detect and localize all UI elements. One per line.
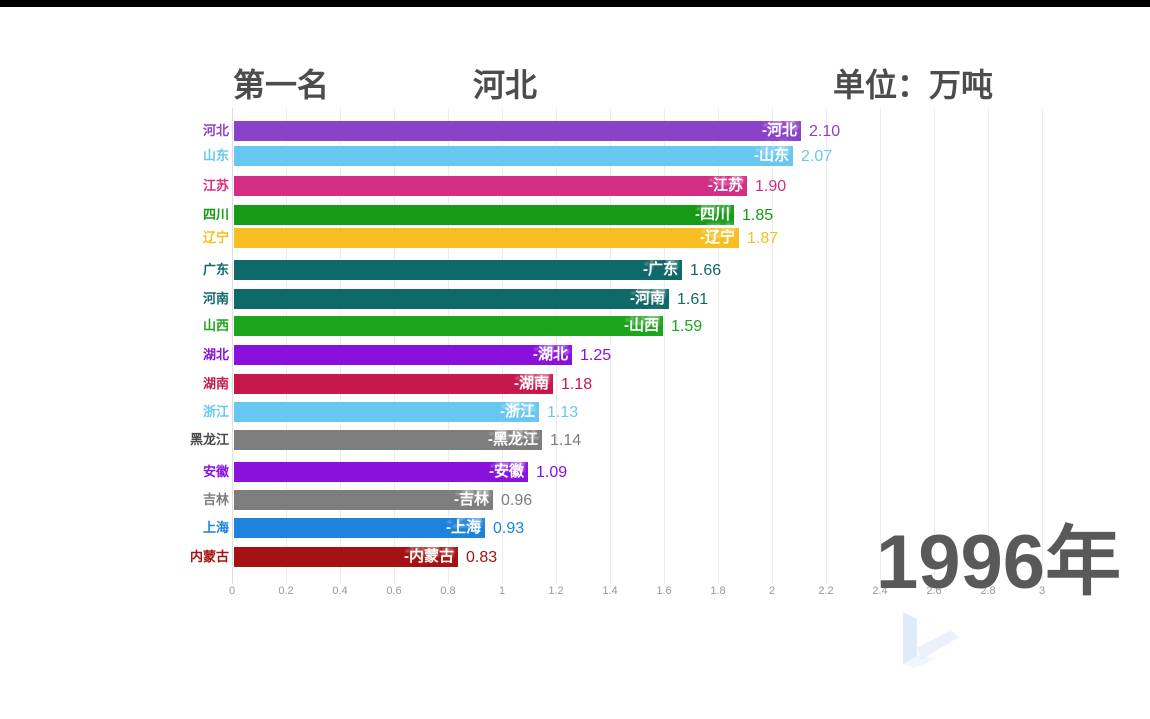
x-axis-gridline	[826, 108, 827, 584]
x-axis-gridline	[1042, 108, 1043, 584]
category-label: 吉林	[202, 492, 229, 507]
bar-inner-label: -四川	[695, 206, 730, 223]
x-axis-tick-label: 2.8	[980, 585, 996, 597]
x-axis-tick-label: 0.6	[386, 585, 402, 597]
bar: -上海	[234, 518, 485, 538]
bar-inner-label: -黑龙江	[488, 431, 538, 448]
bar-value-label: 1.14	[550, 432, 582, 449]
x-axis-tick-label: 2.2	[818, 585, 834, 597]
video-editor-watermark-icon	[903, 612, 959, 668]
x-axis-tick-label: 1.6	[656, 585, 672, 597]
bar: -河南	[234, 289, 669, 309]
category-label: 湖北	[202, 347, 229, 362]
x-axis-tick-label: 0.4	[332, 585, 348, 597]
unit-label: 单位：万吨	[833, 67, 994, 103]
bar-inner-label: -山西	[624, 317, 659, 334]
bar-value-label: 1.61	[677, 291, 709, 308]
x-axis-gridline	[772, 108, 773, 584]
bar: -山东	[234, 146, 793, 166]
bar-value-label: 1.09	[536, 464, 568, 481]
bar-value-label: 1.13	[547, 404, 579, 421]
bar-inner-label: -湖北	[533, 346, 568, 363]
bar-inner-label: -江苏	[708, 177, 743, 194]
bar: -安徽	[234, 462, 528, 482]
bar-inner-label: -安徽	[489, 463, 524, 480]
x-axis-tick-label: 1.4	[602, 585, 618, 597]
bar: -山西	[234, 316, 663, 336]
bar-inner-label: -辽宁	[700, 229, 735, 246]
x-axis-tick-label: 1	[498, 585, 506, 597]
category-label: 上海	[202, 520, 229, 535]
category-label: 辽宁	[202, 230, 229, 245]
category-label: 内蒙古	[189, 549, 229, 564]
bar: -广东	[234, 260, 682, 280]
bar-inner-label: -河北	[762, 122, 797, 139]
bar-value-label: 0.93	[493, 520, 525, 537]
x-axis-tick-label: 3	[1038, 585, 1046, 597]
bar: -湖南	[234, 374, 553, 394]
bar-inner-label: -内蒙古	[404, 548, 454, 565]
x-axis-tick-label: 1.2	[548, 585, 564, 597]
bar-inner-label: -上海	[446, 519, 481, 536]
x-axis-tick-label: 2.6	[926, 585, 942, 597]
category-label: 四川	[202, 207, 229, 222]
category-label: 黑龙江	[189, 432, 229, 447]
rank-first-place-value: 河北	[473, 67, 538, 103]
bar-inner-label: -山东	[754, 147, 789, 164]
bar-value-label: 0.96	[501, 492, 533, 509]
bar-value-label: 1.25	[580, 347, 612, 364]
letterbox-top-strip	[0, 0, 1150, 7]
current-year-label: 1996年	[876, 520, 1122, 605]
bar: -辽宁	[234, 228, 739, 248]
bar-value-label: 1.66	[690, 262, 722, 279]
category-label: 山东	[202, 148, 229, 163]
x-axis-tick-label: 2.4	[872, 585, 888, 597]
bar: -四川	[234, 205, 734, 225]
x-axis-gridline	[880, 108, 881, 584]
bar-value-label: 1.85	[742, 207, 774, 224]
x-axis-tick-label: 0.8	[440, 585, 456, 597]
x-axis-gridline	[232, 108, 233, 584]
bar: -黑龙江	[234, 430, 542, 450]
bar: -河北	[234, 121, 801, 141]
bar-inner-label: -河南	[630, 290, 665, 307]
category-label: 山西	[202, 318, 229, 333]
bar-inner-label: -浙江	[500, 403, 535, 420]
bar: -吉林	[234, 490, 493, 510]
x-axis-tick-label: 1.8	[710, 585, 726, 597]
x-axis-tick-label: 0.2	[278, 585, 294, 597]
bar-value-label: 0.83	[466, 549, 498, 566]
x-axis-tick-label: 2	[768, 585, 776, 597]
bar-value-label: 2.07	[801, 148, 833, 165]
x-axis-gridline	[610, 108, 611, 584]
bar-value-label: 1.87	[747, 230, 779, 247]
category-label: 浙江	[202, 404, 229, 419]
category-label: 河南	[202, 291, 229, 306]
bar: -湖北	[234, 345, 572, 365]
bar: -江苏	[234, 176, 747, 196]
bar-value-label: 1.18	[561, 376, 593, 393]
bar-inner-label: -湖南	[514, 375, 549, 392]
x-axis-gridline	[934, 108, 935, 584]
rank-title-label: 第一名	[233, 67, 330, 103]
bar: -浙江	[234, 402, 539, 422]
category-label: 江苏	[202, 178, 229, 193]
bar: -内蒙古	[234, 547, 458, 567]
bar-value-label: 2.10	[809, 123, 841, 140]
x-axis-gridline	[664, 108, 665, 584]
bar-inner-label: -广东	[643, 261, 678, 278]
x-axis-gridline	[718, 108, 719, 584]
bar-value-label: 1.59	[671, 318, 703, 335]
x-axis-tick-label: 0	[228, 585, 236, 597]
category-label: 湖南	[202, 376, 229, 391]
bar-value-label: 1.90	[755, 178, 787, 195]
category-label: 安徽	[202, 464, 229, 479]
x-axis-gridline	[988, 108, 989, 584]
category-label: 河北	[202, 123, 229, 138]
category-label: 广东	[202, 262, 229, 277]
bar-inner-label: -吉林	[454, 491, 489, 508]
